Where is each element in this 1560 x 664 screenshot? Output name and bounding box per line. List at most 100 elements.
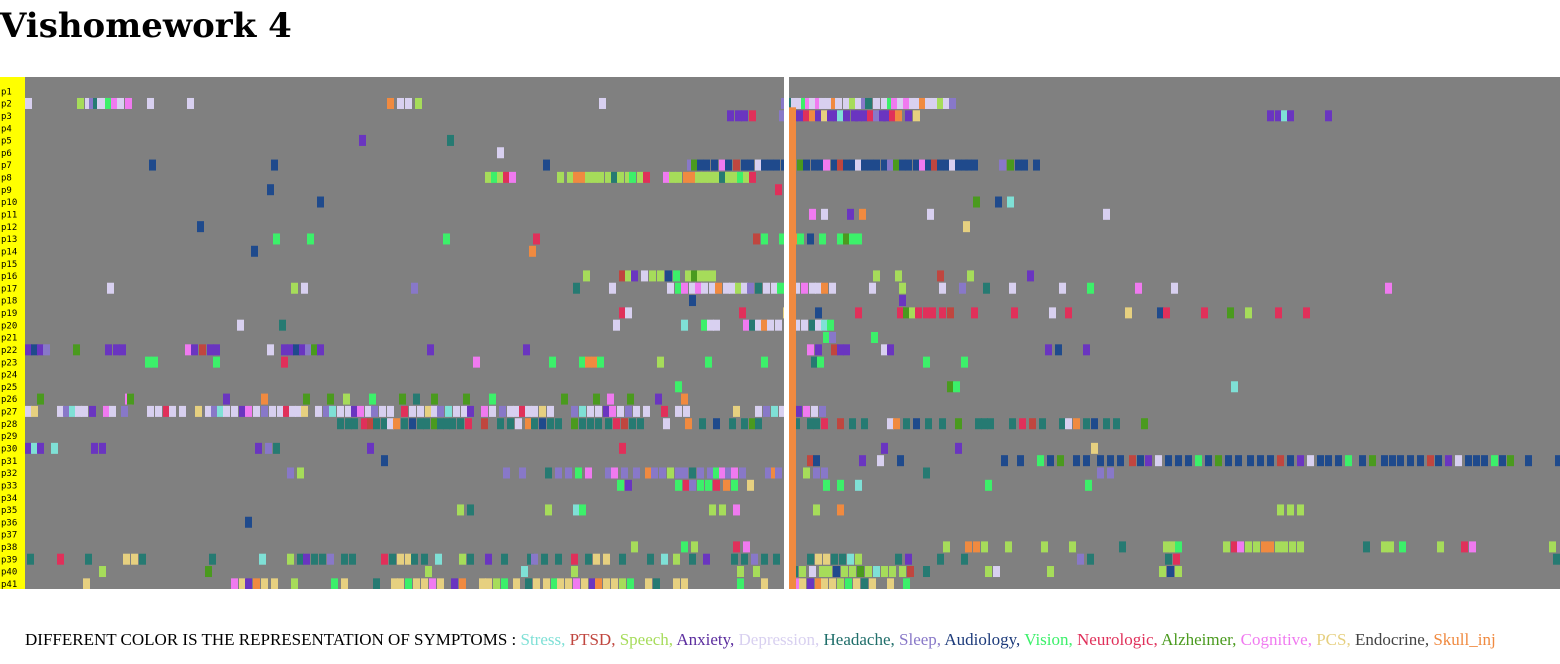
symptom-mark-p41 [581,578,588,589]
symptom-mark-p28 [837,418,844,430]
symptom-mark-p28 [793,418,800,430]
symptom-mark-p5 [447,134,454,146]
symptom-mark-p3 [815,110,822,122]
symptom-mark-p28 [555,418,562,430]
symptom-mark-p38 [1041,541,1048,553]
symptom-mark-p41 [261,578,268,589]
symptom-mark-p32 [555,467,562,479]
symptom-mark-p28 [393,418,400,430]
symptom-mark-p2 [147,97,154,109]
symptom-mark-p38 [1119,541,1126,553]
symptom-mark-p23 [811,356,818,368]
symptom-mark-p38 [1223,541,1230,553]
symptom-mark-p25 [947,381,954,393]
legend-items: Stress, PTSD, Speech, Anxiety, Depressio… [521,630,1496,649]
row-label-p37: p37 [1,531,17,541]
symptom-mark-p31 [1455,455,1462,467]
symptom-mark-p23 [213,356,220,368]
symptom-mark-p17 [899,282,906,294]
symptom-mark-p31 [1507,455,1514,467]
symptom-mark-p39 [459,553,466,565]
symptom-mark-p7 [687,159,694,171]
symptom-mark-p3 [797,110,804,122]
symptom-mark-p41 [903,578,910,589]
symptom-mark-p20 [801,319,808,331]
symptom-mark-p41 [231,578,238,589]
symptom-mark-p28 [1083,418,1090,430]
symptom-mark-p28 [605,418,612,430]
row-label-p33: p33 [1,481,17,491]
symptom-mark-p31 [1137,455,1144,467]
symptom-mark-p28 [821,418,828,430]
symptom-mark-p17 [939,282,946,294]
symptom-mark-p39 [27,553,34,565]
symptom-mark-p39 [405,553,412,565]
symptom-mark-p31 [1369,455,1376,467]
symptom-mark-p31 [1317,455,1324,467]
symptom-mark-p41 [837,578,844,589]
symptom-mark-p39 [349,553,356,565]
symptom-mark-p38 [1253,541,1260,553]
symptom-mark-p27 [289,405,296,417]
symptom-mark-p41 [681,578,688,589]
symptom-mark-p40 [1175,566,1182,578]
symptom-mark-p31 [1107,455,1114,467]
symptom-mark-p20 [701,319,708,331]
symptom-mark-p17 [777,282,784,294]
symptom-mark-p27 [437,405,444,417]
row-label-p5: p5 [1,137,12,147]
symptom-mark-p2 [825,97,832,109]
symptom-mark-p31 [1407,455,1414,467]
symptom-mark-p22 [31,344,38,356]
symptom-mark-p13 [855,233,862,245]
symptom-mark-p26 [343,393,350,405]
symptom-mark-p27 [513,405,520,417]
symptom-mark-p38 [1399,541,1406,553]
symptom-mark-p31 [1445,455,1452,467]
symptom-mark-p41 [437,578,444,589]
symptom-mark-p33 [705,479,712,491]
symptom-mark-p22 [185,344,192,356]
symptom-mark-p30 [99,442,106,454]
symptom-mark-p13 [761,233,768,245]
row-label-p41: p41 [1,580,17,589]
symptom-mark-p26 [413,393,420,405]
symptom-mark-p39 [435,553,442,565]
symptom-mark-p26 [303,393,310,405]
symptom-mark-p3 [779,110,786,122]
row-label-p13: p13 [1,235,17,245]
symptom-mark-p8 [743,171,750,183]
symptom-mark-p27 [661,405,668,417]
symptom-mark-p39 [139,553,146,565]
symptom-mark-p3 [851,110,858,122]
symptom-mark-p31 [1417,455,1424,467]
symptom-mark-p31 [1017,455,1024,467]
symptom-mark-p28 [465,418,472,430]
symptom-mark-p7 [811,159,818,171]
symptom-mark-p39 [905,553,912,565]
symptom-mark-p40 [819,566,826,578]
symptom-mark-p39 [501,553,508,565]
plot-background [0,77,1560,589]
symptom-mark-p38 [1163,541,1170,553]
symptom-mark-p11 [847,208,854,220]
symptom-mark-p17 [755,282,762,294]
reference-line [784,77,789,589]
symptom-mark-p3 [913,110,920,122]
symptom-mark-p41 [533,578,540,589]
symptom-mark-p17 [815,282,822,294]
symptom-mark-p14 [529,245,536,257]
symptom-mark-p26 [431,393,438,405]
symptom-mark-p28 [539,418,546,430]
symptom-heatmap-svg: p1 p2 p3 p4 p5 p6 p7 p8 p9 p10 p11 p12 p13 p14 p15 p16 p… [0,77,1560,589]
row-label-strip [0,77,25,589]
symptom-mark-p41 [485,578,492,589]
symptom-mark-p38 [943,541,950,553]
symptom-mark-p27 [357,405,364,417]
symptom-mark-p3 [905,110,912,122]
row-label-p18: p18 [1,297,17,307]
symptom-mark-p27 [733,405,740,417]
symptom-mark-p27 [63,405,70,417]
symptom-mark-p27 [683,405,690,417]
symptom-mark-p23 [473,356,480,368]
